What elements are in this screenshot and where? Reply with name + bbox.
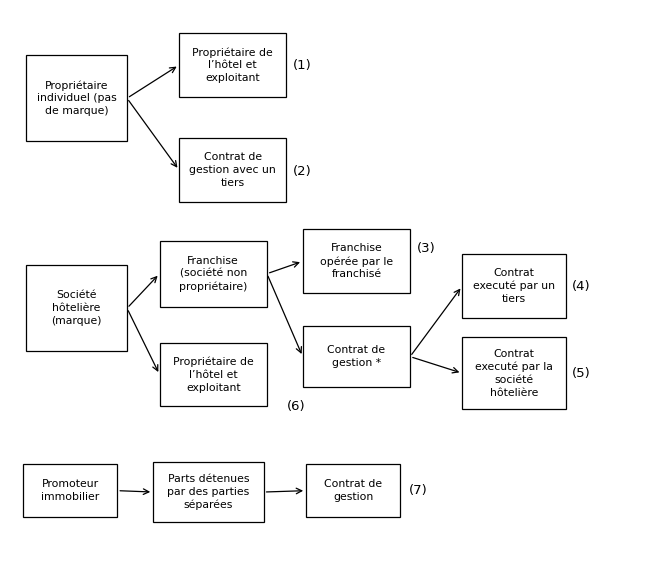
Bar <box>306 464 400 517</box>
Text: Franchise
opérée par le
franchisé: Franchise opérée par le franchisé <box>320 243 393 279</box>
Bar <box>153 461 264 522</box>
Text: Contrat
executé par un
tiers: Contrat executé par un tiers <box>473 268 555 305</box>
Text: Contrat de
gestion avec un
tiers: Contrat de gestion avec un tiers <box>189 152 276 188</box>
Bar <box>303 326 410 387</box>
Bar <box>26 55 127 141</box>
Text: Société
hôtelière
(marque): Société hôtelière (marque) <box>51 290 102 326</box>
Bar <box>462 337 566 409</box>
Text: Contrat
executé par la
société
hôtelière: Contrat executé par la société hôtelière <box>475 349 553 398</box>
Text: Franchise
(société non
propriétaire): Franchise (société non propriétaire) <box>179 255 248 292</box>
Text: Promoteur
immobilier: Promoteur immobilier <box>41 479 99 502</box>
Bar <box>23 464 118 517</box>
Text: Propriétaire
individuel (pas
de marque): Propriétaire individuel (pas de marque) <box>37 80 116 116</box>
Bar <box>179 33 286 97</box>
Text: Propriétaire de
l’hôtel et
exploitant: Propriétaire de l’hôtel et exploitant <box>193 47 273 83</box>
Text: (1): (1) <box>293 59 311 72</box>
Text: (2): (2) <box>293 165 311 178</box>
Text: Parts détenues
par des parties
séparées: Parts détenues par des parties séparées <box>167 474 250 510</box>
Bar <box>159 240 267 307</box>
Text: (6): (6) <box>286 400 305 413</box>
Text: Propriétaire de
l’hôtel et
exploitant: Propriétaire de l’hôtel et exploitant <box>173 356 254 393</box>
Text: (5): (5) <box>572 367 590 380</box>
Bar <box>179 138 286 202</box>
Bar <box>159 343 267 406</box>
Text: Contrat de
gestion: Contrat de gestion <box>324 479 382 502</box>
Bar <box>26 266 127 351</box>
Bar <box>303 230 410 293</box>
Text: Contrat de
gestion *: Contrat de gestion * <box>327 345 386 368</box>
Bar <box>462 254 566 318</box>
Text: (7): (7) <box>409 484 428 497</box>
Text: (4): (4) <box>572 280 590 293</box>
Text: (3): (3) <box>416 243 436 255</box>
